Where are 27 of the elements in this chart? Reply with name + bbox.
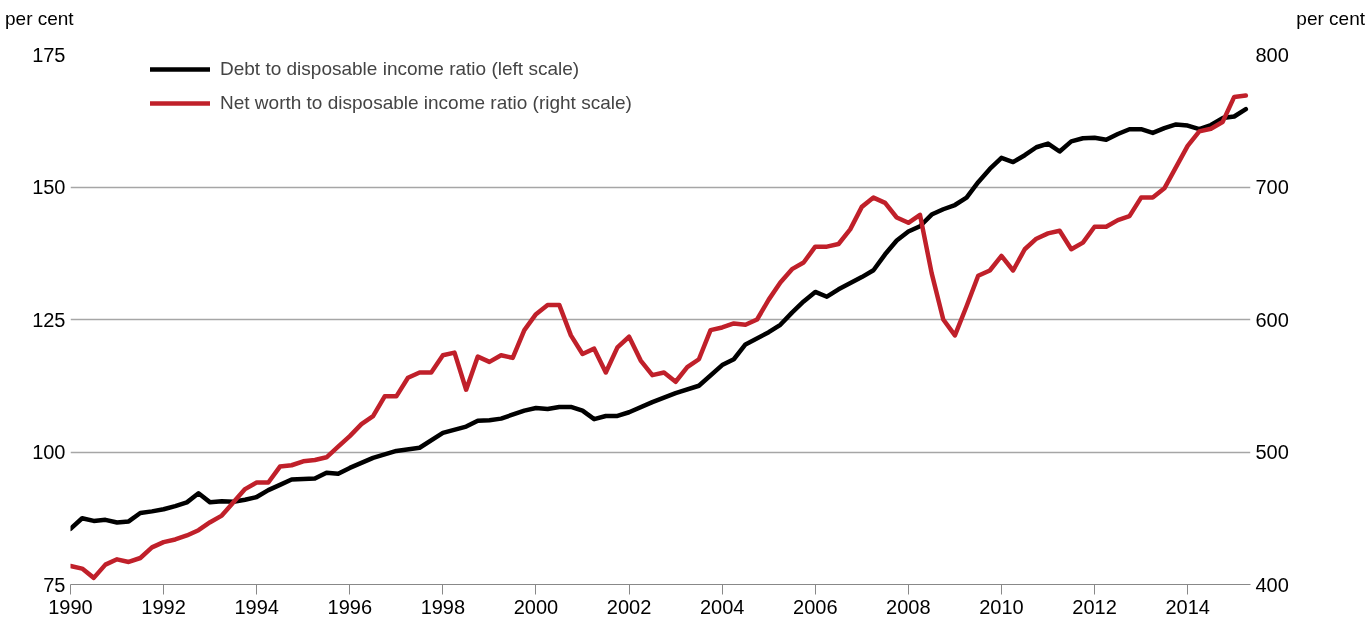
y-tick-label: 150: [32, 176, 66, 198]
y2-tick-label: 700: [1255, 176, 1289, 198]
y2-tick-label: 800: [1255, 43, 1289, 66]
x-tick-label: 2002: [606, 595, 652, 618]
x-tick-label: 2014: [1165, 595, 1210, 618]
y-tick-label: 75: [43, 573, 66, 596]
x-tick-label: 1990: [48, 595, 93, 618]
y2-axis-title: per cent: [1296, 7, 1365, 31]
x-tick-label: 2010: [979, 595, 1024, 618]
x-tick-label: 2012: [1072, 595, 1117, 618]
x-tick-label: 1996: [327, 595, 373, 618]
y2-tick-label: 400: [1255, 573, 1289, 596]
y2-tick-label: 500: [1255, 441, 1289, 463]
y-tick-label: 175: [32, 43, 66, 66]
y-axis-title: per cent: [5, 7, 74, 31]
x-tick-label: 1994: [234, 595, 279, 618]
x-tick-label: 2008: [886, 595, 931, 618]
y-tick-label: 125: [32, 308, 66, 331]
x-tick-label: 2004: [699, 595, 745, 618]
legend-label: Net worth to disposable income ratio (right scale): [220, 92, 632, 114]
x-tick-label: 1992: [141, 595, 186, 618]
y2-tick-label: 600: [1255, 308, 1289, 331]
x-tick-label: 2006: [793, 595, 838, 618]
legend-label: Debt to disposable income ratio (left scale): [220, 58, 580, 80]
x-tick-label: 2000: [513, 595, 559, 618]
x-tick-label: 1998: [420, 595, 466, 618]
y-tick-label: 100: [32, 441, 66, 463]
